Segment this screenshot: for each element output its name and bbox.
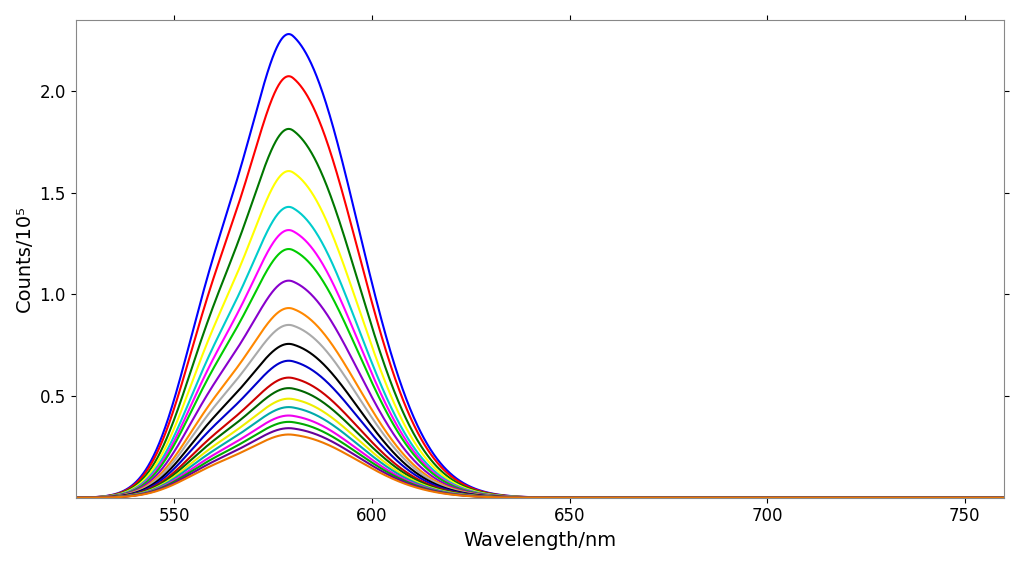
X-axis label: Wavelength/nm: Wavelength/nm: [463, 531, 616, 550]
Y-axis label: Counts/10⁵: Counts/10⁵: [15, 205, 34, 312]
